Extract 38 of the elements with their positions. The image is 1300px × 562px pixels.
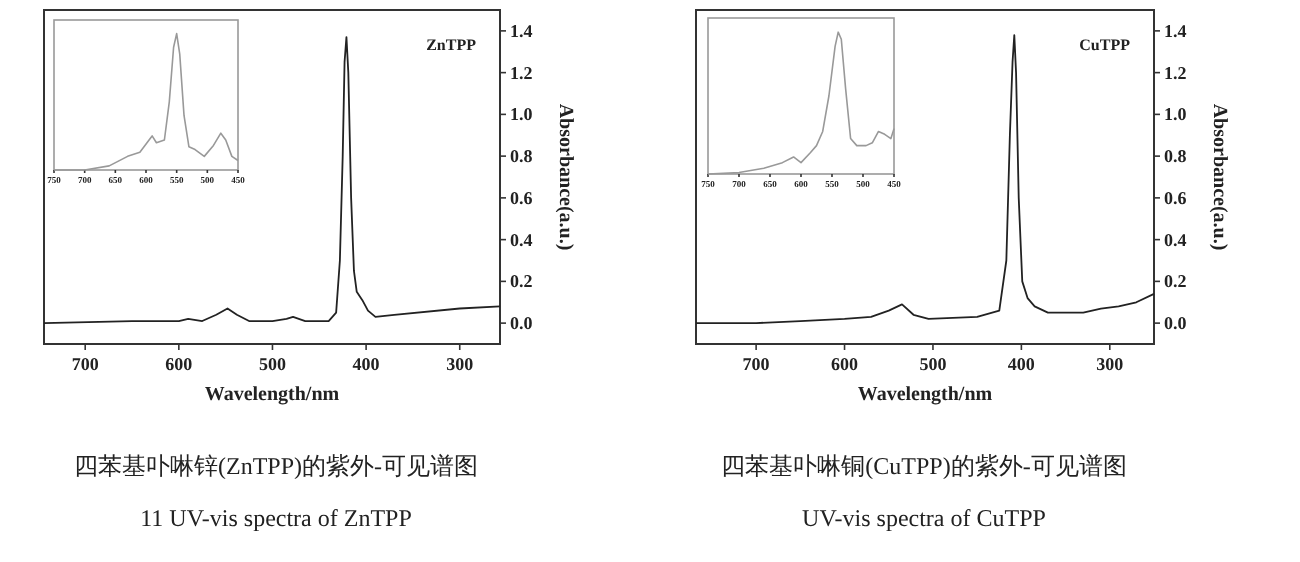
y-tick-label: 1.4: [1164, 20, 1188, 41]
x-tick-label: 300: [446, 354, 475, 374]
y-tick-label: 0.2: [1164, 271, 1188, 292]
x-tick-label: 600: [831, 354, 860, 374]
y-tick-label: 0.8: [510, 146, 534, 167]
text: UV-vis spectra of CuTPP: [802, 504, 1047, 532]
text: 四苯基卟啉铜(CuTPP)的紫外-可见谱图: [721, 452, 1127, 480]
y-tick-label: 1.2: [510, 62, 534, 83]
y-tick-label: 1.0: [510, 104, 534, 125]
text: 四苯基卟啉锌(ZnTPP)的紫外-可见谱图: [74, 452, 478, 480]
x-tick-label: 700: [742, 354, 771, 374]
y-tick-label: 1.4: [510, 20, 534, 41]
x-tick-label: 600: [165, 354, 194, 374]
y-tick-label: 0.8: [1164, 146, 1188, 167]
x-tick-label: 500: [258, 354, 287, 374]
y-tick-label: 0.2: [510, 271, 534, 292]
line-series: [695, 34, 1155, 325]
x-tick-label: 500: [919, 354, 948, 374]
y-tick-label: 0.4: [1164, 229, 1188, 250]
text: 11 UV-vis spectra of ZnTPP: [140, 504, 413, 532]
y-tick-label: 1.2: [1164, 62, 1188, 83]
annotation: ZnTPP: [426, 36, 477, 54]
y-tick-label: 0.4: [510, 229, 534, 250]
x-axis-title: Wavelength/nm: [204, 384, 341, 406]
x-axis-title: Wavelength/nm: [857, 384, 994, 406]
x-tick-label: 300: [1096, 354, 1125, 374]
x-tick-label: 400: [352, 354, 381, 374]
y-axis-title: Absorbance(a.u.): [554, 103, 576, 251]
x-tick-label: 400: [1007, 354, 1036, 374]
line-series: [43, 36, 501, 325]
y-tick-label: 0.6: [1164, 187, 1188, 208]
y-tick-label: 0.6: [510, 187, 534, 208]
annotation: CuTPP: [1079, 36, 1131, 54]
y-axis-title: Absorbance(a.u.): [1208, 103, 1230, 251]
x-tick-label: 700: [71, 354, 100, 374]
y-tick-label: 0.0: [1164, 313, 1188, 334]
y-tick-label: 1.0: [1164, 104, 1188, 125]
y-tick-label: 0.0: [510, 313, 534, 334]
